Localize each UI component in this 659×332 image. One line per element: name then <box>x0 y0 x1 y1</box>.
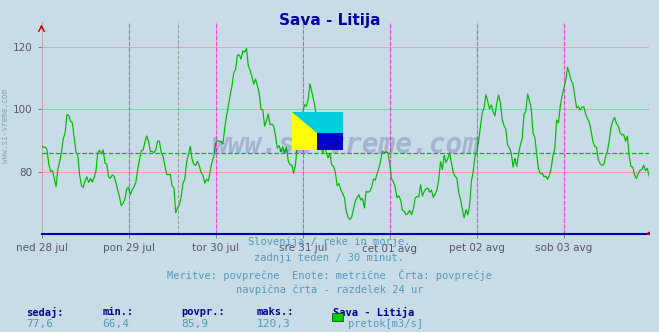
Bar <box>317 133 343 150</box>
Text: min.:: min.: <box>102 307 133 317</box>
Text: sedaj:: sedaj: <box>26 307 64 318</box>
Text: povpr.:: povpr.: <box>181 307 225 317</box>
Bar <box>317 112 343 133</box>
Text: Sava - Litija: Sava - Litija <box>279 13 380 28</box>
Bar <box>292 112 317 150</box>
Text: pretok[m3/s]: pretok[m3/s] <box>348 319 423 329</box>
Text: Slovenija / reke in morje.: Slovenija / reke in morje. <box>248 237 411 247</box>
Text: navpična črta - razdelek 24 ur: navpična črta - razdelek 24 ur <box>236 284 423 295</box>
Text: Meritve: povprečne  Enote: metrične  Črta: povprečje: Meritve: povprečne Enote: metrične Črta:… <box>167 269 492 281</box>
Text: www.si-vreme.com: www.si-vreme.com <box>212 131 479 159</box>
Text: zadnji teden / 30 minut.: zadnji teden / 30 minut. <box>254 253 405 263</box>
Text: 120,3: 120,3 <box>257 319 291 329</box>
Text: 66,4: 66,4 <box>102 319 129 329</box>
Text: 77,6: 77,6 <box>26 319 53 329</box>
Text: maks.:: maks.: <box>257 307 295 317</box>
Text: www.si-vreme.com: www.si-vreme.com <box>1 89 10 163</box>
Text: 85,9: 85,9 <box>181 319 208 329</box>
Polygon shape <box>292 112 317 133</box>
Text: Sava - Litija: Sava - Litija <box>333 307 414 318</box>
